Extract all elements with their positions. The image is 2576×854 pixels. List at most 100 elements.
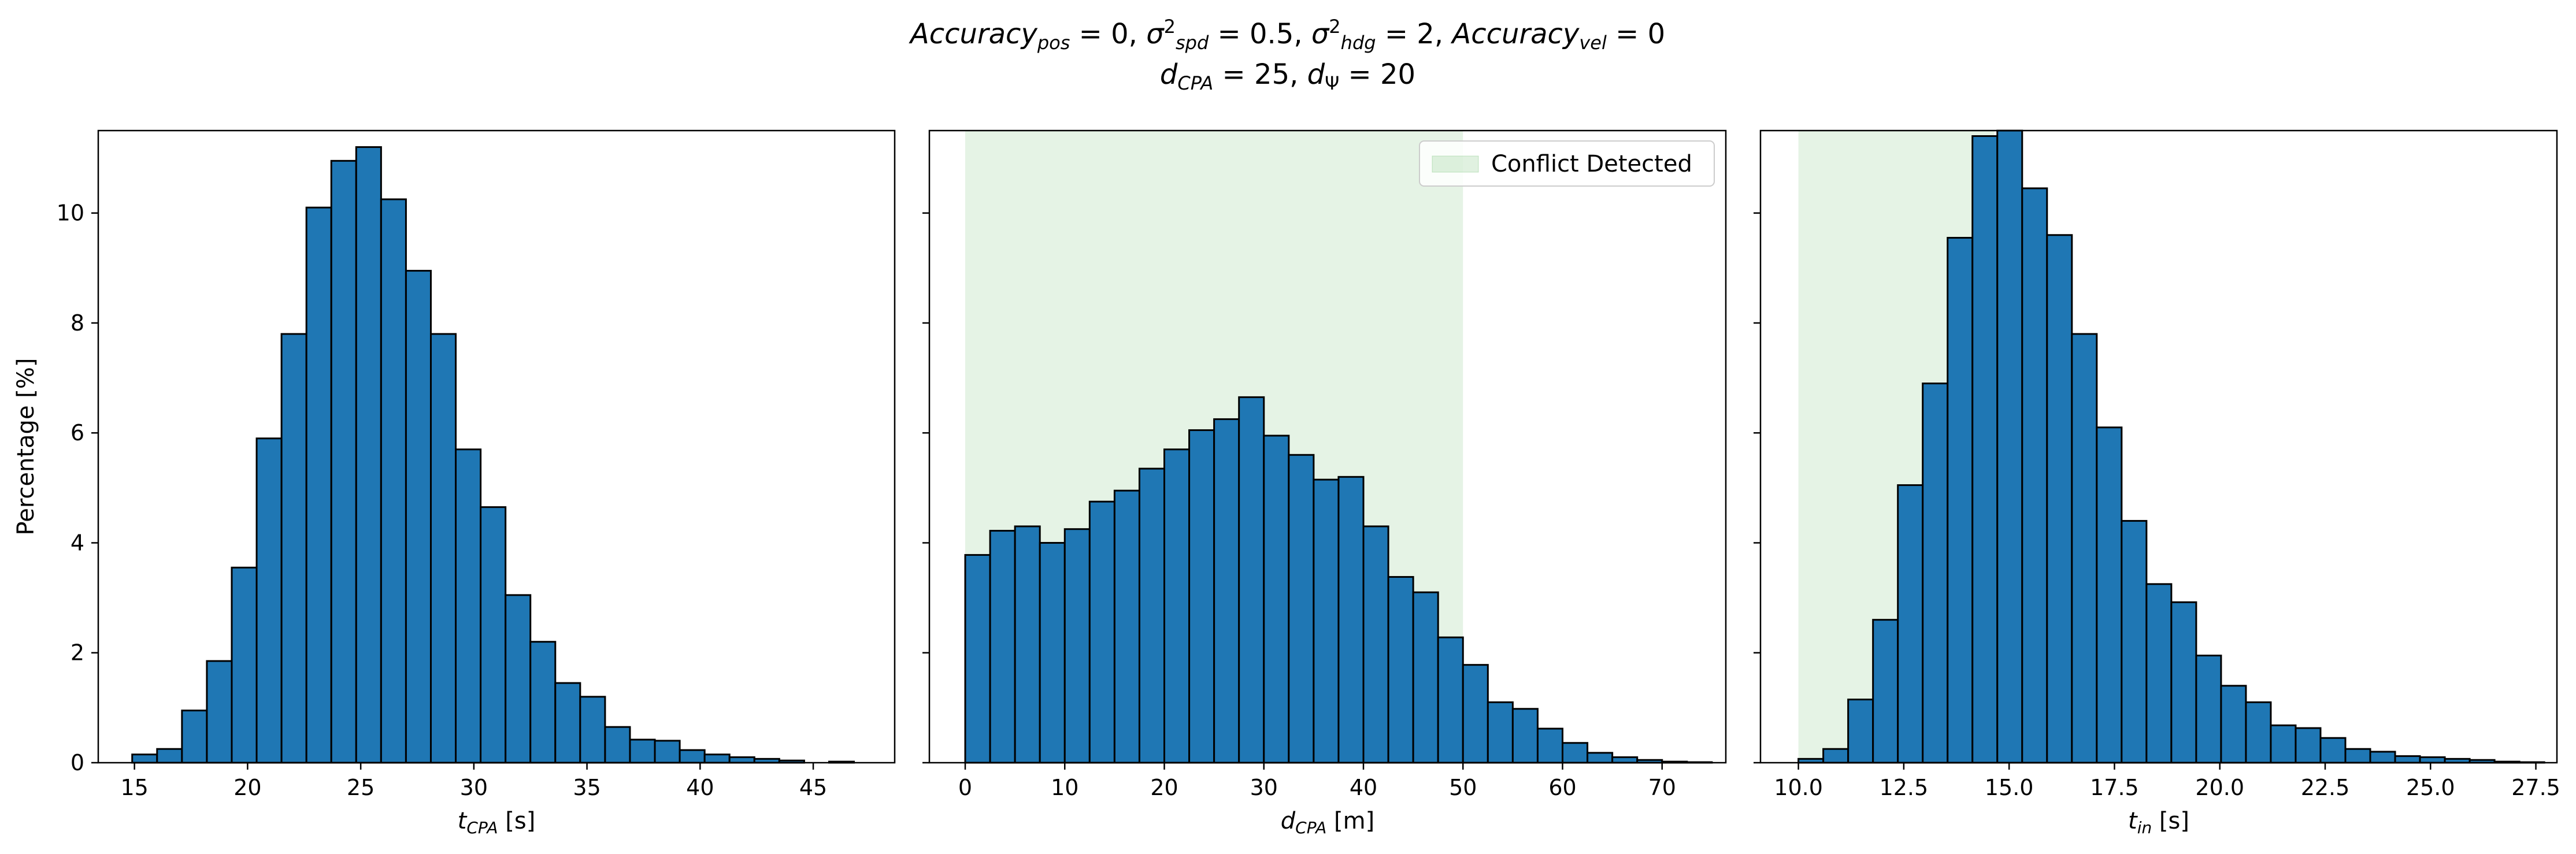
histogram-bar	[1337, 476, 1365, 764]
histogram-bar	[1847, 699, 1874, 764]
x-tick-label: 70	[1648, 775, 1676, 800]
histogram-bar	[1412, 591, 1439, 764]
axes-frame	[1759, 129, 2558, 764]
histogram-bar	[529, 641, 557, 764]
x-tick-label: 30	[460, 775, 488, 800]
histogram-bar	[1587, 752, 1614, 764]
histogram-bar	[989, 530, 1016, 764]
histogram-bar	[1462, 664, 1489, 764]
histogram-bar	[280, 333, 307, 764]
x-tick-label: 10.0	[1774, 775, 1823, 800]
axes-frame	[928, 129, 1727, 764]
x-tick-label: 25.0	[2406, 775, 2455, 800]
histogram-bar	[1996, 129, 2023, 764]
histogram-bar	[2021, 187, 2048, 764]
legend-box	[1419, 140, 1715, 187]
histogram-bar	[2071, 333, 2098, 764]
histogram-bar	[231, 566, 258, 764]
x-tick-label: 30	[1250, 775, 1278, 800]
x-tick-label: 0	[958, 775, 972, 800]
histogram-bar	[1822, 748, 1849, 764]
x-axis-label: tin [s]	[2128, 808, 2189, 837]
histogram-bar	[1387, 575, 1414, 764]
x-tick-label: 27.5	[2511, 775, 2560, 800]
y-tick-label: 8	[71, 310, 84, 336]
histogram-bar	[355, 146, 382, 764]
histogram-bar	[1163, 448, 1191, 764]
x-tick-label: 25	[347, 775, 375, 800]
y-tick-label: 10	[57, 200, 84, 226]
histogram-bar	[2344, 748, 2371, 764]
histogram-bar	[131, 753, 158, 764]
histogram-bar	[1014, 525, 1041, 764]
histogram-panel-dcpa: 0 10 20 30 40 50 60 70 dCPA [m] Conflict Detected	[922, 129, 1727, 837]
legend-label: Conflict Detected	[1491, 151, 1692, 177]
histogram-bar	[2170, 601, 2197, 764]
histogram-bar	[2046, 234, 2073, 764]
x-tick-label: 45	[799, 775, 827, 800]
histogram-bar	[429, 333, 457, 764]
x-tick-label: 17.5	[2090, 775, 2139, 800]
histogram-bar	[156, 748, 183, 764]
histogram-bar	[1947, 237, 1974, 764]
y-tick-label: 4	[71, 530, 84, 555]
histogram-bar	[2245, 701, 2272, 764]
histogram-bar	[1138, 467, 1166, 764]
histogram-bar	[1288, 454, 1315, 764]
histogram-bar	[554, 682, 581, 764]
axes-frame	[97, 129, 896, 764]
histogram-bar	[455, 448, 482, 764]
histogram-bar	[679, 749, 706, 764]
histogram-bar	[255, 437, 283, 764]
x-axis-label: tCPA [s]	[458, 808, 536, 837]
histogram-bar	[2195, 654, 2222, 764]
histogram-bar	[1213, 418, 1240, 764]
histogram-bar	[1872, 619, 1899, 764]
x-tick-label: 50	[1449, 775, 1477, 800]
histogram-bar	[2096, 426, 2123, 764]
histogram-bar	[330, 159, 357, 764]
figure-title-line-2: dCPA = 25, dΨ = 20	[1160, 58, 1415, 94]
histogram-bar	[2220, 685, 2247, 764]
y-tick-label: 0	[71, 750, 84, 775]
histogram-bar	[1063, 528, 1091, 764]
x-tick-label: 10	[1051, 775, 1078, 800]
histogram-bar	[181, 710, 208, 764]
histogram-bar	[604, 726, 631, 764]
histogram-bar	[480, 506, 507, 764]
histogram-bar	[1562, 742, 1589, 764]
histogram-panel-tcpa: 15 20 25 30 35 40 45 0 2 4 6 8 10 tCPA [s] Percentage …	[13, 129, 896, 837]
histogram-bar	[1362, 525, 1389, 764]
x-tick-label: 15.0	[1985, 775, 2034, 800]
y-tick-label: 6	[71, 420, 84, 445]
x-tick-label: 20	[233, 775, 261, 800]
x-tick-label: 22.5	[2301, 775, 2350, 800]
histogram-bar	[1922, 383, 1949, 764]
histogram-bar	[2319, 737, 2347, 764]
histogram-bar	[1511, 708, 1539, 764]
histogram-bar	[703, 753, 731, 764]
histogram-bar	[1113, 489, 1140, 764]
x-tick-label: 40	[686, 775, 714, 800]
x-axis-label: dCPA [m]	[1281, 808, 1374, 837]
histogram-bar	[1238, 396, 1265, 764]
histogram-bar	[1487, 701, 1514, 764]
histogram-bar	[405, 270, 432, 764]
x-tick-label: 20.0	[2195, 775, 2244, 800]
histogram-bar	[1263, 435, 1290, 764]
histogram-panel-tin: 10.0 12.5 15.0 17.5 20.0 22.5 25.0 27.5 tin [s]	[1754, 129, 2560, 837]
histogram-bar	[380, 198, 407, 764]
histogram-bar	[2369, 751, 2396, 764]
histogram-bar	[305, 206, 332, 764]
legend-swatch	[1432, 155, 1479, 173]
figure-title-line-1: Accuracypos = 0, σ2spd = 0.5, σ2hdg = 2,…	[909, 16, 1665, 54]
histogram-bar	[579, 696, 606, 764]
x-tick-label: 40	[1350, 775, 1377, 800]
x-tick-label: 20	[1150, 775, 1178, 800]
histogram-bar	[2394, 755, 2421, 764]
histogram-bar	[1088, 500, 1115, 764]
histogram-bar	[1437, 636, 1464, 764]
x-tick-label: 15	[120, 775, 148, 800]
histogram-bar	[654, 740, 681, 764]
